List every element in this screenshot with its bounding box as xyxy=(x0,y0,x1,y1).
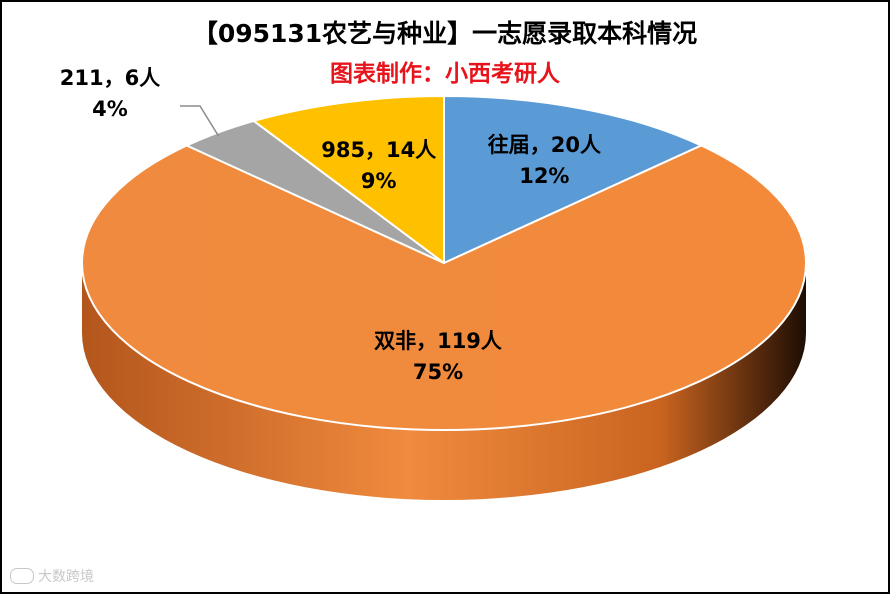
labels-layer: 往届，20人 12% 双非，119人 75% 211，6人 4% 985，14人 9% xyxy=(60,66,601,384)
slice-percent-1: 75% xyxy=(413,360,463,384)
slice-percent-2: 4% xyxy=(92,97,128,121)
chart-subtitle: 图表制作：小西考研人 xyxy=(330,61,560,87)
watermark: 大数跨境 xyxy=(10,566,94,586)
watermark-logo-icon xyxy=(10,568,34,584)
pie-slice-3 xyxy=(252,95,445,264)
pie-slice-0 xyxy=(443,95,703,264)
pie-side-1 xyxy=(82,263,806,500)
leader-line-211 xyxy=(180,105,220,137)
watermark-text: 大数跨境 xyxy=(38,569,94,585)
slice-label-2: 211，6人 xyxy=(60,66,160,90)
slice-percent-3: 9% xyxy=(361,169,397,193)
slice-label-3: 985，14人 xyxy=(321,138,436,162)
slice-label-1: 双非，119人 xyxy=(374,329,502,353)
slice-percent-0: 12% xyxy=(519,164,569,188)
slice-label-0: 往届，20人 xyxy=(488,133,601,157)
pie-slice-1 xyxy=(81,144,807,432)
slices-layer xyxy=(81,95,807,500)
chart-title: 【095131农艺与种业】一志愿录取本科情况 xyxy=(192,19,698,48)
